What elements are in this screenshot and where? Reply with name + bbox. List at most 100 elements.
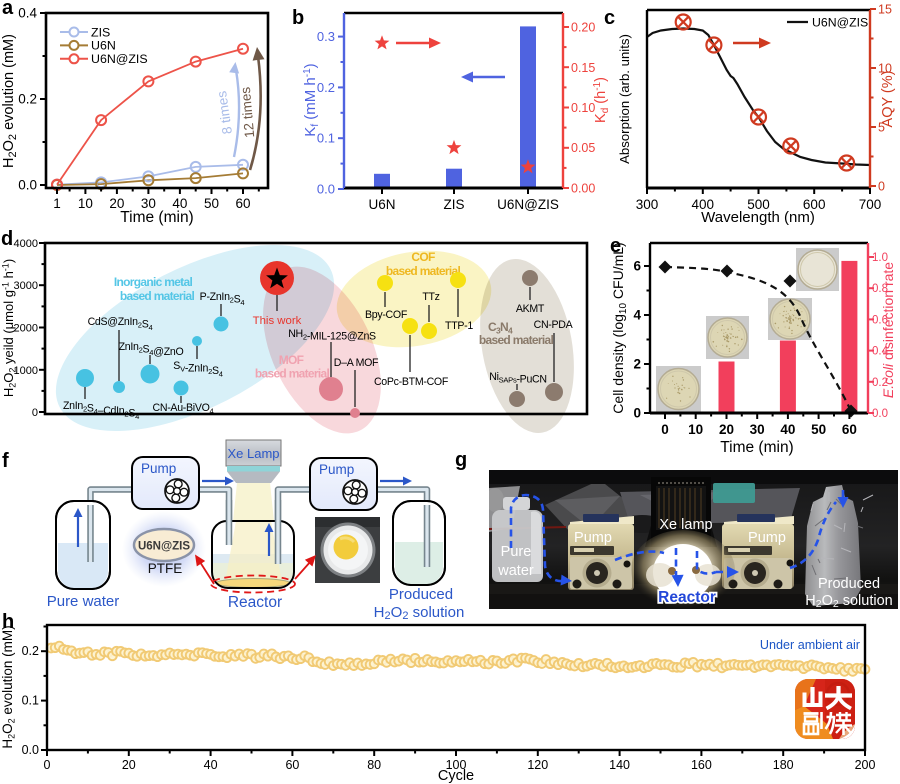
svg-text:Pump: Pump <box>141 461 176 476</box>
svg-text:0.2: 0.2 <box>22 644 39 658</box>
svg-text:2000: 2000 <box>14 323 38 335</box>
svg-text:10: 10 <box>688 422 703 437</box>
svg-text:0: 0 <box>878 180 885 194</box>
svg-text:40: 40 <box>780 422 795 437</box>
svg-text:ZIS: ZIS <box>443 197 464 212</box>
svg-text:COF: COF <box>411 250 435 264</box>
svg-text:12 times: 12 times <box>238 86 257 138</box>
svg-text:0.20: 0.20 <box>571 21 595 35</box>
svg-text:E.coli disinfection rate: E.coli disinfection rate <box>880 262 896 398</box>
svg-text:0.0: 0.0 <box>18 178 37 193</box>
svg-text:20: 20 <box>719 422 734 437</box>
svg-text:PTFE: PTFE <box>148 561 183 576</box>
svg-text:60: 60 <box>285 758 299 772</box>
svg-text:0.10: 0.10 <box>571 101 595 115</box>
svg-text:CN-PDA: CN-PDA <box>534 319 574 331</box>
svg-text:g: g <box>455 449 467 471</box>
svg-text:Cell density (log10 CFU/mL): Cell density (log10 CFU/mL) <box>610 242 629 413</box>
svg-text:0.2: 0.2 <box>18 92 37 107</box>
svg-text:10: 10 <box>878 62 892 76</box>
svg-text:40: 40 <box>172 196 187 211</box>
svg-text:8 times: 8 times <box>214 90 235 135</box>
svg-text:20: 20 <box>122 758 136 772</box>
svg-text:CoPc-BTM-COF: CoPc-BTM-COF <box>374 376 449 388</box>
svg-text:2: 2 <box>633 357 641 372</box>
svg-text:H2O2 solution: H2O2 solution <box>805 593 892 610</box>
svg-text:0.00: 0.00 <box>571 182 595 196</box>
svg-text:50: 50 <box>204 196 219 211</box>
svg-text:0.3: 0.3 <box>317 29 335 44</box>
svg-text:H2O2 solution: H2O2 solution <box>374 604 465 622</box>
svg-text:Wavelength (nm): Wavelength (nm) <box>701 209 815 226</box>
svg-text:200: 200 <box>855 758 876 772</box>
svg-text:Pure: Pure <box>501 544 532 560</box>
svg-text:0.1: 0.1 <box>317 131 335 146</box>
svg-text:h: h <box>2 611 14 633</box>
svg-text:80: 80 <box>367 758 381 772</box>
svg-text:c: c <box>604 7 615 29</box>
svg-text:0.05: 0.05 <box>571 141 595 155</box>
svg-text:TTz: TTz <box>422 291 439 303</box>
svg-text:60: 60 <box>235 196 250 211</box>
svg-text:AQY (%): AQY (%) <box>880 71 896 128</box>
svg-text:0.1: 0.1 <box>22 694 39 708</box>
svg-text:1: 1 <box>53 196 61 211</box>
svg-text:0.8: 0.8 <box>872 283 888 295</box>
svg-text:Cycle: Cycle <box>438 768 474 784</box>
svg-text:water: water <box>497 563 534 579</box>
svg-text:based material: based material <box>479 333 554 347</box>
svg-text:0: 0 <box>44 758 51 772</box>
svg-text:U6N: U6N <box>91 39 116 53</box>
svg-text:50: 50 <box>811 422 826 437</box>
svg-text:0.0: 0.0 <box>317 182 335 197</box>
svg-text:Reactor: Reactor <box>658 589 716 606</box>
svg-text:10: 10 <box>78 196 93 211</box>
svg-text:6: 6 <box>633 259 641 274</box>
svg-text:U6N@ZIS: U6N@ZIS <box>812 16 868 30</box>
svg-text:TTP-1: TTP-1 <box>445 320 473 332</box>
svg-text:0: 0 <box>661 422 669 437</box>
svg-text:C3N4: C3N4 <box>488 320 513 336</box>
svg-text:0.4: 0.4 <box>872 346 889 358</box>
svg-text:AKMT: AKMT <box>516 303 545 315</box>
svg-text:4000: 4000 <box>14 238 38 250</box>
svg-text:0.2: 0.2 <box>317 80 335 95</box>
svg-text:5: 5 <box>878 121 885 135</box>
svg-text:1000: 1000 <box>14 365 38 377</box>
svg-text:300: 300 <box>636 197 659 212</box>
svg-text:Absorption (arb. units): Absorption (arb. units) <box>617 34 632 164</box>
svg-text:0.4: 0.4 <box>18 6 37 21</box>
svg-text:0.0: 0.0 <box>872 408 888 420</box>
svg-text:Kf (mM h-1): Kf (mM h-1) <box>302 63 321 136</box>
svg-text:180: 180 <box>773 758 794 772</box>
svg-text:U6N: U6N <box>368 197 395 212</box>
svg-text:Xe lamp: Xe lamp <box>659 517 712 533</box>
svg-text:d: d <box>1 228 13 250</box>
svg-text:Inorganic metal: Inorganic metal <box>114 275 193 289</box>
svg-text:0: 0 <box>32 407 38 419</box>
svg-text:30: 30 <box>750 422 765 437</box>
svg-text:60: 60 <box>842 422 857 437</box>
svg-text:NiSAPs-PuCN: NiSAPs-PuCN <box>489 371 547 386</box>
svg-text:0.15: 0.15 <box>571 61 595 75</box>
svg-text:4: 4 <box>633 308 641 323</box>
svg-text:based material: based material <box>255 367 330 381</box>
svg-text:600: 600 <box>803 197 826 212</box>
svg-text:a: a <box>2 0 14 19</box>
svg-text:0.2: 0.2 <box>872 377 888 389</box>
svg-text:Reactor: Reactor <box>228 594 282 611</box>
svg-text:NH2-MIL-125@ZnS: NH2-MIL-125@ZnS <box>288 328 376 343</box>
svg-text:Xe Lamp: Xe Lamp <box>227 446 279 461</box>
svg-text:Time (min): Time (min) <box>720 439 793 456</box>
svg-text:160: 160 <box>691 758 712 772</box>
svg-text:400: 400 <box>692 197 715 212</box>
svg-text:0: 0 <box>633 406 641 421</box>
svg-text:Produced: Produced <box>389 586 453 603</box>
svg-text:Pump: Pump <box>319 462 354 477</box>
svg-text:b: b <box>292 7 304 29</box>
svg-text:H2O2 evolution (mM): H2O2 evolution (mM) <box>1 34 19 168</box>
svg-text:Produced: Produced <box>818 576 880 592</box>
svg-text:U6N@ZIS: U6N@ZIS <box>497 197 559 212</box>
svg-text:MOF: MOF <box>279 353 304 367</box>
svg-text:40: 40 <box>204 758 218 772</box>
